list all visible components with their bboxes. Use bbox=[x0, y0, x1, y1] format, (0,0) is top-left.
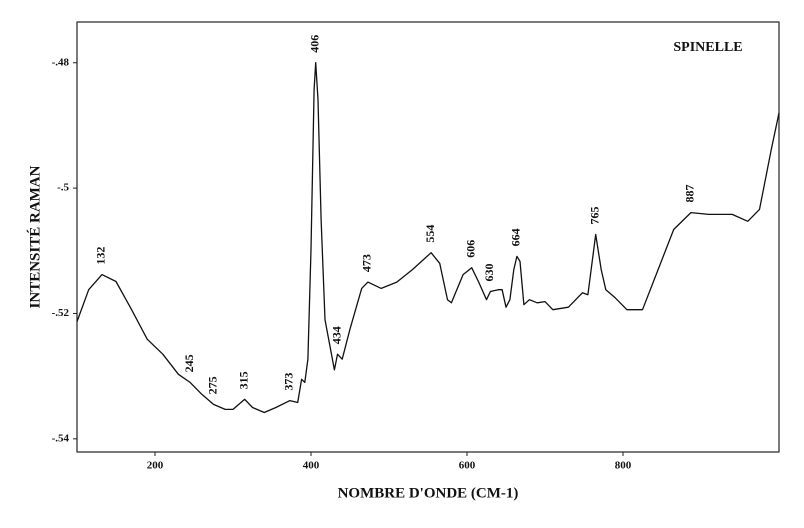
peak-label: 887 bbox=[683, 185, 697, 203]
y-tick-label: -.5 bbox=[57, 182, 69, 194]
y-tick-label: -.52 bbox=[52, 307, 70, 319]
peak-label: 315 bbox=[236, 371, 250, 389]
peak-label: 373 bbox=[282, 373, 296, 391]
y-axis-label: INTENSITÉ RAMAN bbox=[26, 165, 43, 308]
x-tick-label: 400 bbox=[303, 460, 320, 472]
peak-label: 554 bbox=[423, 225, 437, 243]
x-axis-label: NOMBRE D'ONDE (CM-1) bbox=[338, 485, 519, 501]
peak-label: 245 bbox=[182, 354, 196, 372]
y-tick-label: -.48 bbox=[52, 56, 70, 68]
peak-label: 132 bbox=[94, 247, 108, 265]
peak-label: 630 bbox=[482, 264, 496, 282]
peak-label: 664 bbox=[509, 228, 523, 246]
peak-label: 275 bbox=[205, 376, 219, 394]
chart-title: SPINELLE bbox=[673, 40, 742, 55]
x-tick-label: 600 bbox=[459, 460, 476, 472]
peak-label: 473 bbox=[360, 254, 374, 272]
x-tick-label: 800 bbox=[615, 460, 632, 472]
spectrum-line bbox=[76, 62, 780, 414]
peak-label: 434 bbox=[329, 326, 343, 344]
peak-label: 606 bbox=[463, 240, 477, 258]
y-tick-label: -.54 bbox=[52, 432, 70, 444]
x-tick-label: 200 bbox=[147, 460, 164, 472]
peak-label: 406 bbox=[307, 35, 321, 53]
plot-frame bbox=[76, 21, 780, 453]
peak-label: 765 bbox=[587, 206, 601, 224]
